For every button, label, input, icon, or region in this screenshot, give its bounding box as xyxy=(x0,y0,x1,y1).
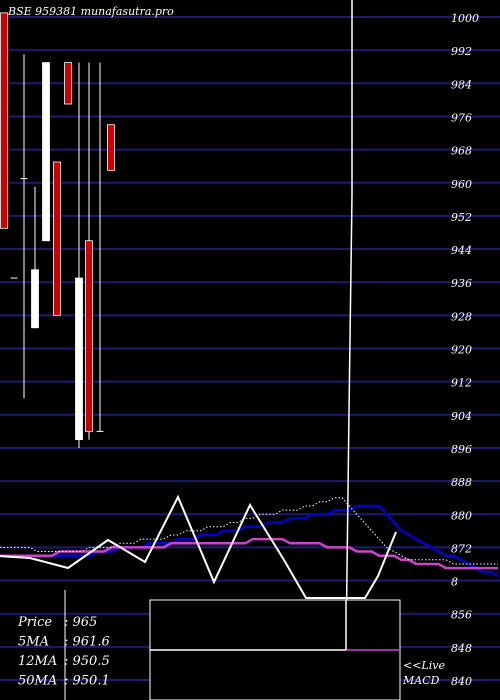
y-tick-label: 840 xyxy=(451,675,472,688)
chart-title: BSE 959381 munafasutra.pro xyxy=(7,5,174,18)
macd-label: MACD xyxy=(402,674,440,687)
stat-label: Price xyxy=(17,615,52,630)
y-tick-label: 8 xyxy=(451,576,458,589)
y-tick-label: 944 xyxy=(451,244,472,257)
candle-body xyxy=(85,240,93,432)
y-tick-label: 952 xyxy=(451,211,472,224)
y-tick-label: 872 xyxy=(451,542,472,555)
y-tick-label: 856 xyxy=(451,609,472,622)
candle-body xyxy=(53,161,61,316)
stats-panel: Price : 965 5MA : 961.6 12MA : 950.5 50MA : 950… xyxy=(17,615,110,689)
live-label: <<Live xyxy=(403,659,445,672)
y-tick-label: 888 xyxy=(451,476,472,489)
y-tick-label: 936 xyxy=(451,277,472,290)
candle-body xyxy=(64,62,72,105)
y-tick-label: 968 xyxy=(451,145,472,158)
stat-label: 5MA xyxy=(18,635,49,650)
candle-body xyxy=(31,269,39,329)
y-tick-label: 896 xyxy=(451,443,472,456)
stat-value: : 961.6 xyxy=(64,635,110,650)
candle-body xyxy=(42,62,50,242)
candle-body xyxy=(107,124,115,171)
y-tick-label: 912 xyxy=(451,377,472,390)
series-12ma xyxy=(0,504,499,578)
y-tick-label: 976 xyxy=(451,111,472,124)
price-line-mid xyxy=(348,194,353,413)
y-axis-ticks: 1000 992 984 976 968 960 952 944 936 928 920 912 904… xyxy=(451,12,479,688)
y-tick-label: 984 xyxy=(451,78,472,91)
y-tick-label: 904 xyxy=(451,410,472,423)
stat-label: 12MA xyxy=(18,654,57,669)
y-tick-label: 920 xyxy=(451,344,472,357)
y-tick-label: 960 xyxy=(451,178,472,191)
stat-label: 50MA xyxy=(18,674,57,689)
series-50ma xyxy=(0,537,498,570)
candle-body xyxy=(75,277,83,441)
series-macd xyxy=(0,494,397,599)
stat-value: : 950.1 xyxy=(64,674,110,689)
y-tick-label: 1000 xyxy=(451,12,479,25)
y-tick-label: 880 xyxy=(451,509,472,522)
candle-body xyxy=(0,12,8,229)
series-5ma xyxy=(0,497,498,565)
stat-value: : 965 xyxy=(64,615,97,630)
candlestick-series xyxy=(0,12,115,448)
overlay-elements xyxy=(64,0,401,700)
grid-lines xyxy=(0,16,500,681)
indicator-lines xyxy=(0,494,499,599)
y-tick-label: 848 xyxy=(451,642,472,655)
y-tick-label: 992 xyxy=(451,45,472,58)
stat-value: : 950.5 xyxy=(64,654,110,669)
y-tick-label: 928 xyxy=(451,310,472,323)
